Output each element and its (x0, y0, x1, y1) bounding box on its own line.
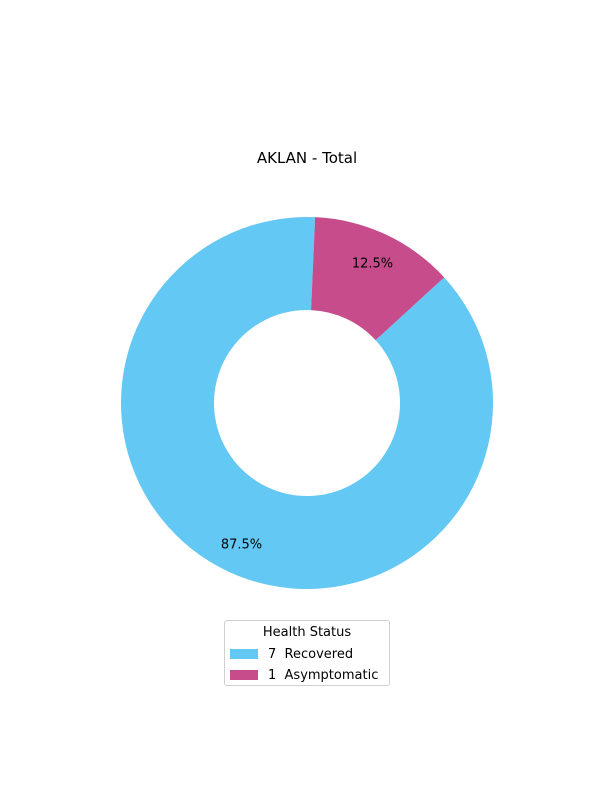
percent-label-asymptomatic: 12.5% (352, 257, 393, 272)
percent-labels: 87.5% 12.5% (221, 257, 393, 553)
legend-item-asymptomatic: 1 Asymptomatic (230, 667, 378, 683)
legend-item-recovered: 7 Recovered (230, 646, 353, 662)
slice-asymptomatic (311, 217, 445, 341)
slice-recovered (120, 217, 494, 589)
legend-swatch-recovered (230, 649, 258, 659)
legend-title: Health Status (262, 625, 352, 640)
legend-label-recovered: 7 Recovered (268, 646, 354, 662)
legend-label-asymptomatic: 1 Asymptomatic (268, 667, 379, 683)
chart-title: AKLAN - Total (257, 149, 357, 167)
percent-label-recovered: 87.5% (221, 537, 262, 552)
legend-swatch-asymptomatic (230, 670, 258, 680)
legend: Health Status 7 Recovered 1 Asymptomatic (224, 620, 390, 686)
donut-slices (120, 217, 494, 589)
